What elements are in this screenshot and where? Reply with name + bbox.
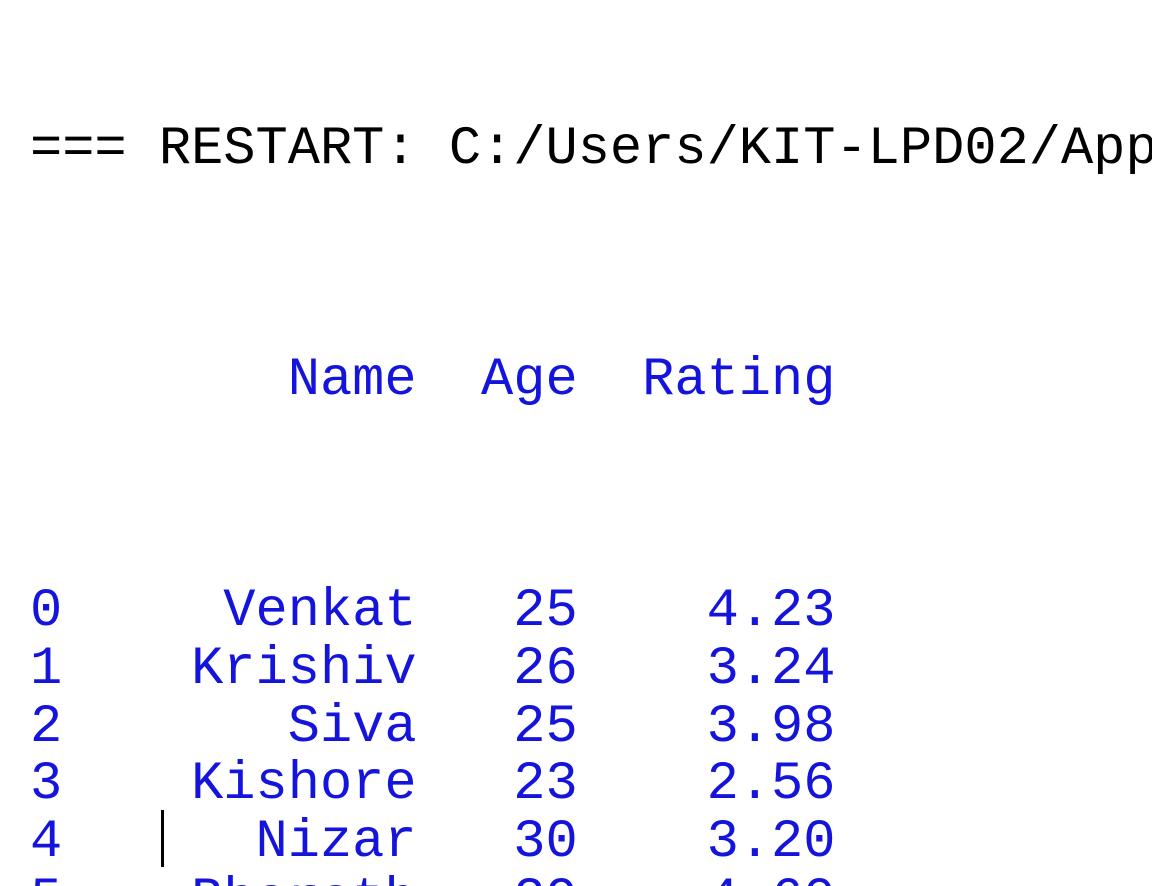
index-cell: 2: [30, 696, 159, 758]
dataframe-row: 4 Nizar 30 3.20: [30, 814, 1152, 872]
rating-cell: 3.98: [577, 696, 836, 758]
index-cell: 1: [30, 638, 159, 700]
dataframe-row: 2 Siva 25 3.98: [30, 696, 1152, 758]
dataframe-row: 5 Bharath 29 4.60: [30, 872, 1152, 886]
age-cell: 30: [416, 812, 578, 874]
name-column-header: Name: [158, 349, 417, 411]
dataframe-row: 3 Kishore 23 2.56: [30, 756, 1152, 814]
age-cell: 29: [417, 870, 577, 886]
age-column-header: Age: [416, 349, 578, 411]
dataframe-header-row: Name Age Rating: [30, 349, 1152, 411]
name-cell: Krishiv: [158, 638, 417, 700]
dataframe-row: 0 Venkat 25 4.23: [30, 583, 1152, 641]
rating-cell: 3.20: [577, 812, 836, 874]
age-cell: 25: [416, 696, 578, 758]
name-cell: Venkat: [158, 580, 417, 642]
dataframe-row: 1 Krishiv 26 3.24: [30, 638, 1152, 700]
index-cell: 0: [30, 580, 159, 642]
age-cell: 25: [416, 580, 578, 642]
index-cell: 4: [30, 812, 159, 874]
index-cell: 5: [30, 870, 159, 886]
rating-cell: 2.56: [577, 754, 836, 816]
restart-banner: === RESTART: C:/Users/KIT-LPD02/App: [30, 118, 1152, 180]
age-cell: 23: [416, 754, 578, 816]
name-cell: Kishore: [158, 754, 417, 816]
name-cell: Bharath: [159, 870, 417, 886]
index-cell: 3: [30, 754, 159, 816]
text-cursor: [161, 810, 164, 867]
index-column-header: [30, 350, 159, 411]
dataframe-body: 0 Venkat 25 4.23 1 Krishiv 26 3.24 2 Siva …: [30, 583, 1152, 886]
rating-cell: 4.60: [578, 870, 836, 886]
rating-cell: 3.24: [577, 638, 836, 700]
age-cell: 26: [416, 638, 578, 700]
name-cell: Siva: [158, 696, 417, 758]
rating-column-header: Rating: [577, 349, 836, 411]
name-cell: Nizar: [158, 812, 417, 874]
rating-cell: 4.23: [577, 580, 836, 642]
